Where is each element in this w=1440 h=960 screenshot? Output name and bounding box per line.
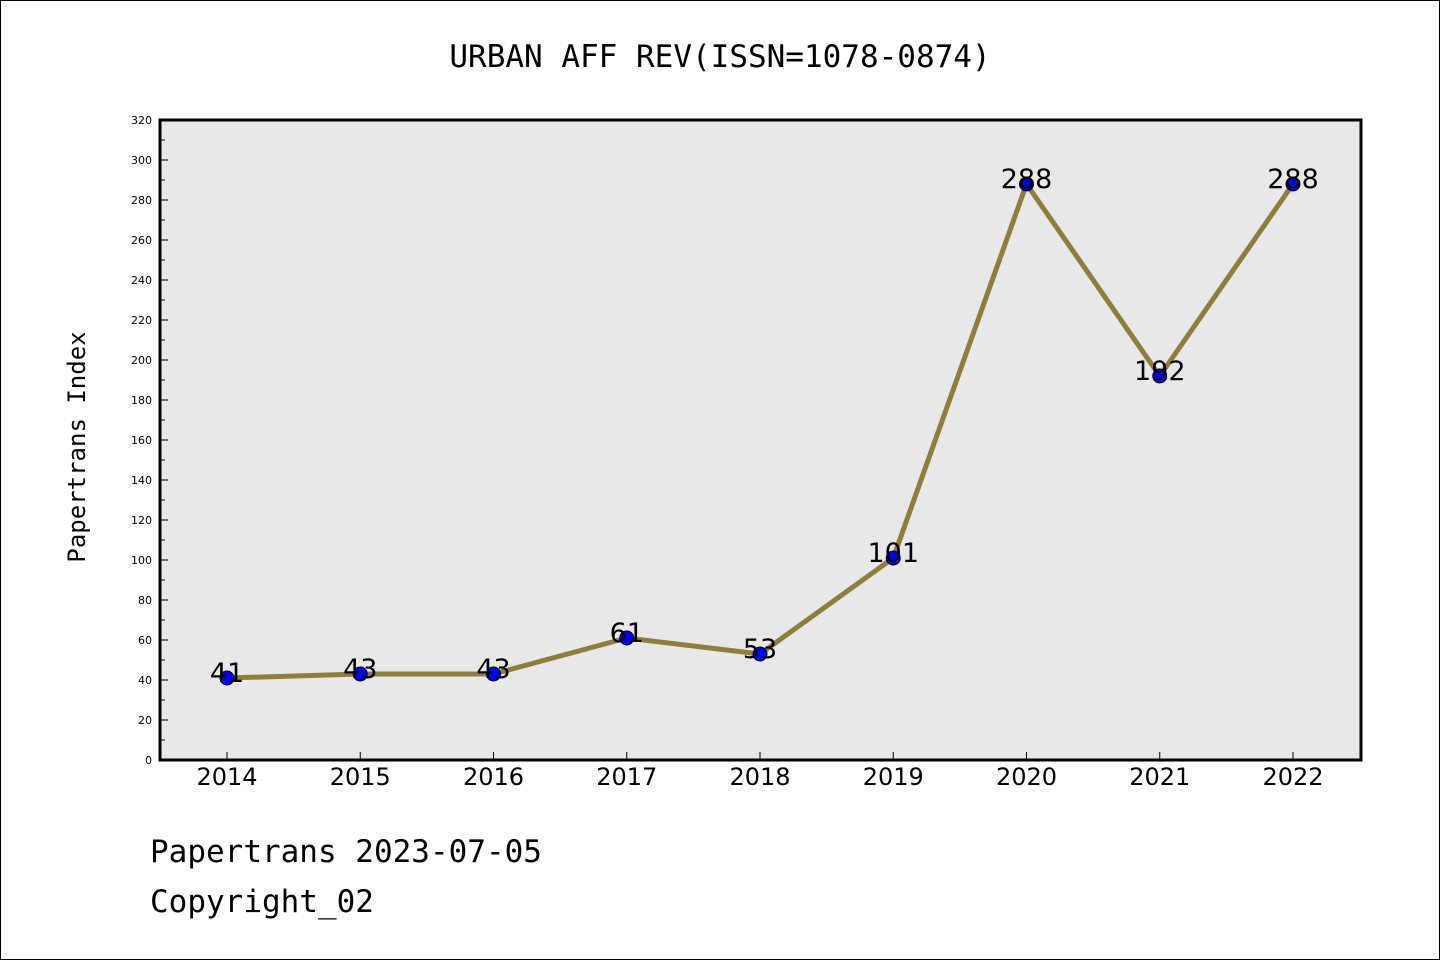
- data-point: [1152, 368, 1168, 384]
- x-tick-label: 2017: [596, 763, 657, 791]
- data-label: 43: [343, 654, 377, 685]
- chart-title: URBAN AFF REV(ISSN=1078-0874): [449, 39, 990, 75]
- footer-date: Papertrans 2023-07-05: [150, 834, 542, 870]
- y-tick-label: 20: [138, 714, 152, 727]
- x-axis-ticks: 2014 2015 2016 2017 2018 2019 2020 2021 2022: [196, 752, 1324, 791]
- data-point: [1019, 176, 1034, 192]
- y-axis-label: Papertrans Index: [63, 331, 91, 562]
- data-label: 53: [743, 634, 777, 665]
- data-label: 101: [867, 538, 919, 569]
- data-markers: [219, 176, 1301, 686]
- data-point: [219, 670, 235, 686]
- y-tick-label: 320: [131, 114, 152, 127]
- x-tick-label: 2019: [863, 763, 924, 791]
- y-tick-label: 100: [131, 554, 152, 567]
- x-tick-label: 2022: [1262, 763, 1323, 791]
- data-point: [619, 630, 635, 646]
- y-tick-label: 120: [131, 514, 152, 527]
- y-axis-ticks: 0 20 40 60 80 100 120 140 160 180 200 220 240 260 280 3…: [131, 114, 168, 767]
- y-tick-label: 180: [131, 394, 152, 407]
- y-tick-label: 220: [131, 314, 152, 327]
- y-tick-label: 300: [131, 154, 152, 167]
- data-label: 43: [476, 654, 510, 685]
- x-tick-label: 2021: [1129, 763, 1190, 791]
- x-tick-label: 2014: [196, 763, 257, 791]
- data-label: 61: [610, 618, 644, 649]
- x-tick-label: 2018: [729, 763, 790, 791]
- y-tick-label: 240: [131, 274, 152, 287]
- data-point: [752, 646, 768, 662]
- data-label: 288: [1001, 164, 1053, 195]
- footer-copyright: Copyright_02: [150, 884, 374, 920]
- data-point: [1285, 176, 1301, 192]
- x-tick-label: 2016: [463, 763, 524, 791]
- data-label: 288: [1267, 164, 1319, 195]
- data-point: [352, 666, 368, 682]
- y-tick-label: 260: [131, 234, 152, 247]
- y-tick-label: 40: [138, 674, 152, 687]
- data-point: [486, 666, 501, 682]
- y-tick-label: 200: [131, 354, 152, 367]
- y-tick-label: 60: [138, 634, 152, 647]
- data-labels: 41 43 43 61 53 101 288 192 288: [210, 164, 1319, 689]
- data-label: 192: [1134, 356, 1186, 387]
- data-label: 41: [210, 658, 244, 689]
- y-tick-label: 80: [138, 594, 152, 607]
- y-tick-label: 280: [131, 194, 152, 207]
- x-tick-label: 2015: [330, 763, 391, 791]
- x-tick-label: 2020: [996, 763, 1057, 791]
- y-tick-label: 160: [131, 434, 152, 447]
- data-point: [885, 550, 901, 566]
- y-tick-label: 140: [131, 474, 152, 487]
- y-tick-label: 0: [145, 754, 152, 767]
